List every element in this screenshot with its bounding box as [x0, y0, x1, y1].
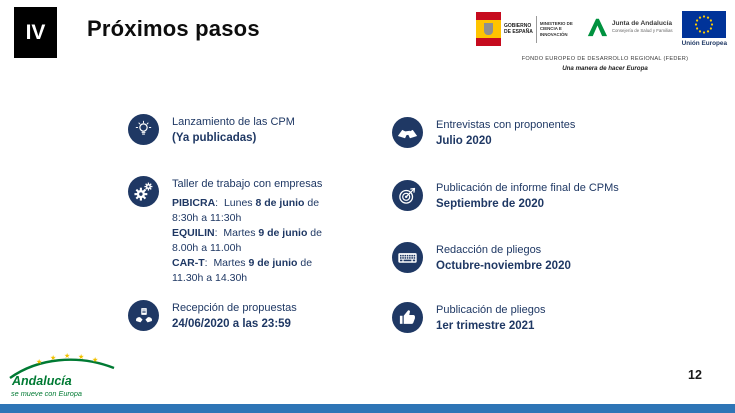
stars-swoosh-graphic: ★ ★ ★ ★ ★ — [9, 352, 115, 379]
logo-divider — [535, 15, 537, 43]
svg-text:★: ★ — [36, 358, 42, 366]
item-text-block: Redacción de pliegos Octubre-noviembre 2… — [436, 242, 571, 274]
target-icon — [392, 180, 423, 211]
schedule-sep: : — [204, 257, 214, 269]
junta-a-icon — [587, 18, 607, 37]
item-line1: Recepción de propuestas — [172, 302, 297, 314]
schedule-tail: de — [297, 257, 313, 269]
junta-dept-label: Consejería de Salud y Familias — [611, 28, 673, 33]
item-informe-final: Publicación de informe final de CPMs Sep… — [392, 180, 702, 212]
schedule-time: 11.30h a 14.30h — [172, 272, 248, 284]
item-line2: Julio 2020 — [436, 135, 492, 147]
eu-logo: Unión Europea — [682, 11, 727, 47]
schedule-tail: de — [304, 197, 320, 209]
gobierno-label-line2: DE ESPAÑA — [504, 29, 533, 35]
section-number: IV — [25, 20, 46, 44]
schedule-sep: : — [215, 197, 224, 209]
item-title: Taller de trabajo con empresas — [172, 178, 323, 190]
item-lanzamiento-cpm: Lanzamiento de las CPM (Ya publicadas) — [128, 114, 383, 146]
item-line2: Septiembre de 2020 — [436, 198, 545, 210]
schedule-sep: : — [214, 227, 224, 239]
item-line2: (Ya publicadas) — [172, 132, 257, 144]
item-line2: 24/06/2020 a las 23:59 — [172, 318, 291, 330]
schedule-tail: de — [307, 227, 322, 239]
hands-proposal-icon — [128, 300, 159, 331]
item-line1: Publicación de informe final de CPMs — [436, 182, 619, 194]
svg-text:★: ★ — [64, 352, 70, 360]
ministerio-label: MINISTERIO DE CIENCIA E INNOVACIÓN — [539, 20, 573, 37]
item-line1: Redacción de pliegos — [436, 244, 542, 256]
schedule-time: 8.00h a 11.00h — [172, 242, 242, 254]
brand-subtitle: se mueve con Europa — [11, 389, 82, 398]
gobierno-espana-logo: GOBIERNO DE ESPAÑA MINISTERIO DE CIENCIA… — [476, 11, 577, 47]
gobierno-label-block: GOBIERNO DE ESPAÑA — [504, 23, 533, 36]
schedule-day: Martes — [223, 227, 259, 239]
item-line1: Publicación de pliegos — [436, 304, 546, 316]
svg-text:★: ★ — [78, 353, 84, 361]
program-name: EQUILIN — [172, 227, 215, 239]
slide-title: Próximos pasos — [87, 16, 260, 41]
page-number: 12 — [688, 368, 702, 382]
spain-crest-icon — [484, 23, 493, 35]
keyboard-icon — [392, 242, 423, 273]
workshop-schedule: PIBICRA: Lunes 8 de junio de 8:30h a 11:… — [172, 196, 322, 286]
item-entrevistas: Entrevistas con proponentes Julio 2020 — [392, 117, 692, 149]
section-number-box: IV — [14, 7, 57, 58]
schedule-line: CAR-T: Martes 9 de junio de — [172, 256, 322, 271]
handshake-icon — [392, 117, 423, 148]
andalucia-europa-logo: ★ ★ ★ ★ ★ Andalucía se mueve con Europa — [6, 352, 124, 406]
bottom-accent-bar — [0, 404, 735, 413]
brand-name: Andalucía — [12, 374, 72, 388]
schedule-time: 8:30h a 11:30h — [172, 212, 242, 224]
item-redaccion-pliegos: Redacción de pliegos Octubre-noviembre 2… — [392, 242, 692, 274]
schedule-day: Martes — [213, 257, 249, 269]
eu-flag-icon — [682, 11, 727, 38]
schedule-date: 8 de junio — [255, 197, 305, 209]
item-recepcion-propuestas: Recepción de propuestas 24/06/2020 a las… — [128, 300, 383, 332]
svg-text:★: ★ — [50, 354, 56, 362]
item-taller-empresas: Taller de trabajo con empresas PIBICRA: … — [128, 176, 393, 286]
item-text-block: Publicación de informe final de CPMs Sep… — [436, 180, 619, 212]
schedule-line: EQUILIN: Martes 9 de junio de — [172, 226, 322, 241]
thumbs-up-icon — [392, 302, 423, 333]
schedule-day: Lunes — [223, 197, 256, 209]
junta-name-label: Junta de Andalucía — [611, 20, 673, 27]
item-text-block: Lanzamiento de las CPM (Ya publicadas) — [172, 114, 295, 146]
item-text-block: Entrevistas con proponentes Julio 2020 — [436, 117, 575, 149]
gears-icon — [128, 176, 159, 207]
item-text-block: Taller de trabajo con empresas PIBICRA: … — [172, 176, 322, 286]
item-line2: Octubre-noviembre 2020 — [436, 260, 571, 272]
program-name: CAR-T — [172, 257, 205, 269]
junta-label-block: Junta de Andalucía Consejería de Salud y… — [612, 20, 673, 34]
item-line1: Entrevistas con proponentes — [436, 119, 576, 131]
item-text-block: Recepción de propuestas 24/06/2020 a las… — [172, 300, 297, 332]
item-line1: Lanzamiento de las CPM — [172, 116, 295, 128]
schedule-line: PIBICRA: Lunes 8 de junio de — [172, 196, 322, 211]
logo-strip: GOBIERNO DE ESPAÑA MINISTERIO DE CIENCIA… — [476, 11, 727, 47]
item-publicacion-pliegos: Publicación de pliegos 1er trimestre 202… — [392, 302, 692, 334]
program-name: PIBICRA — [172, 197, 216, 209]
eu-label: Unión Europea — [681, 40, 728, 47]
gobierno-label-line1: GOBIERNO — [504, 22, 532, 29]
junta-andalucia-logo: Junta de Andalucía Consejería de Salud y… — [586, 15, 673, 39]
europa-tagline: Una manera de hacer Europa — [562, 65, 648, 72]
feder-caption: FONDO EUROPEO DE DESARROLLO REGIONAL (FE… — [521, 56, 689, 62]
spain-flag-icon — [476, 12, 501, 46]
item-text-block: Publicación de pliegos 1er trimestre 202… — [436, 302, 545, 334]
item-line2: 1er trimestre 2021 — [436, 320, 535, 332]
lightbulb-icon — [128, 114, 159, 145]
schedule-date: 9 de junio — [258, 227, 308, 239]
schedule-date: 9 de junio — [248, 257, 298, 269]
svg-text:★: ★ — [92, 356, 98, 364]
